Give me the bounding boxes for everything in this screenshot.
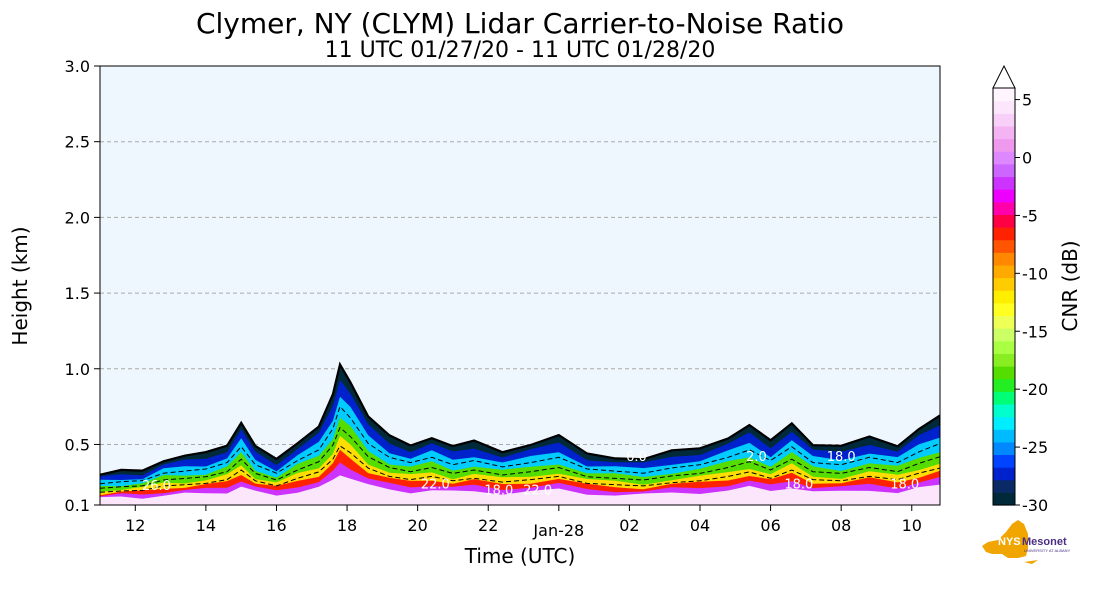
colorbar-tick-label: -25 bbox=[1022, 438, 1048, 457]
y-tick-label: 2.5 bbox=[65, 133, 90, 152]
x-tick-label: 16 bbox=[266, 516, 286, 535]
x-tick-label: 12 bbox=[125, 516, 145, 535]
y-tick-label: 1.5 bbox=[65, 284, 90, 303]
plot-area bbox=[100, 66, 940, 505]
colorbar-tick-label: -30 bbox=[1022, 496, 1048, 515]
contour-label: 22.0 bbox=[421, 477, 450, 492]
logo-brand: Mesonet bbox=[1022, 536, 1067, 548]
colorbar-segment bbox=[993, 340, 1015, 354]
colorbar-segment bbox=[993, 227, 1015, 241]
colorbar-segment bbox=[993, 138, 1015, 152]
x-tick-label: 06 bbox=[760, 516, 780, 535]
y-tick-label: 0.1 bbox=[65, 496, 90, 515]
colorbar-tick-label: -15 bbox=[1022, 322, 1048, 341]
x-tick-label: Jan-28 bbox=[532, 521, 584, 540]
y-axis: 0.1 0.5 1.0 1.5 2.0 2.5 3.0 bbox=[65, 57, 100, 515]
colorbar-segment bbox=[993, 113, 1015, 127]
colorbar-frame bbox=[992, 87, 1016, 506]
colorbar-segment bbox=[993, 125, 1015, 140]
y-tick-label: 1.0 bbox=[65, 360, 90, 379]
plot-frame bbox=[99, 65, 941, 506]
chart-subtitle: 11 UTC 01/27/20 - 11 UTC 01/28/20 bbox=[325, 38, 716, 63]
cnr-contour-line bbox=[100, 405, 940, 485]
colorbar-segment bbox=[993, 290, 1015, 304]
colorbar-segment bbox=[993, 441, 1015, 456]
colorbar-tick-label: -10 bbox=[1022, 264, 1048, 283]
x-tick-label: 10 bbox=[902, 516, 922, 535]
x-tick-label: 20 bbox=[407, 516, 427, 535]
colorbar-tick-label: 0 bbox=[1022, 149, 1032, 168]
colorbar-segment bbox=[993, 189, 1015, 203]
colorbar-tick-label: -20 bbox=[1022, 380, 1048, 399]
colorbar-label: CNR (dB) bbox=[1058, 240, 1082, 331]
colorbar: 5 0 -5 -10 -15 -20 -25 -30 bbox=[992, 64, 1048, 515]
colorbar-segment bbox=[993, 315, 1015, 329]
colorbar-tick-label: -5 bbox=[1022, 206, 1038, 225]
colorbar-segment bbox=[993, 163, 1015, 178]
colorbar-segment bbox=[993, 214, 1015, 228]
y-tick-label: 3.0 bbox=[65, 57, 90, 76]
contour-label: 18.0 bbox=[484, 483, 513, 498]
x-axis: 12 14 16 18 20 22 Jan-28 02 04 06 08 10 bbox=[125, 505, 922, 540]
colorbar-segment bbox=[993, 302, 1015, 317]
colorbar-segment bbox=[993, 429, 1015, 443]
colorbar-segment bbox=[993, 100, 1015, 114]
cnr-layer-4 bbox=[100, 475, 940, 505]
contour-label: 6.0 bbox=[626, 450, 647, 465]
y-tick-label: 2.0 bbox=[65, 208, 90, 227]
x-tick-label: 02 bbox=[619, 516, 639, 535]
colorbar-segment bbox=[993, 492, 1015, 506]
contour-label: 2.0 bbox=[746, 450, 767, 465]
colorbar-segment bbox=[993, 252, 1015, 266]
x-axis-label: Time (UTC) bbox=[464, 544, 576, 568]
colorbar-segment bbox=[993, 353, 1015, 367]
colorbar-extend-arrow bbox=[992, 64, 1016, 89]
colorbar-tick-label: 5 bbox=[1022, 91, 1032, 110]
colorbar-segment bbox=[993, 403, 1015, 418]
colorbar-segment bbox=[993, 151, 1015, 165]
colorbar-segment bbox=[993, 454, 1015, 468]
y-axis-label: Height (km) bbox=[8, 226, 32, 345]
colorbar-segment bbox=[993, 479, 1015, 493]
x-tick-label: 18 bbox=[337, 516, 357, 535]
logo-prefix: NYS bbox=[998, 536, 1021, 548]
colorbar-segment bbox=[993, 239, 1015, 253]
cnr-contour-line bbox=[100, 445, 940, 493]
colorbar-segment bbox=[993, 176, 1015, 190]
colorbar-segment bbox=[993, 277, 1015, 291]
y-tick-label: 0.5 bbox=[65, 435, 90, 454]
contour-label: 22.0 bbox=[523, 483, 552, 498]
x-tick-label: 04 bbox=[690, 516, 710, 535]
cnr-contour-line bbox=[100, 426, 940, 489]
cnr-field: 26.0 22.0 18.0 22.0 6.0 2.0 18.0 18.0 18.0 bbox=[100, 361, 940, 505]
colorbar-segment bbox=[993, 201, 1015, 215]
x-tick-label: 22 bbox=[478, 516, 498, 535]
contour-label: 18.0 bbox=[784, 477, 813, 492]
colorbar-segment bbox=[993, 416, 1015, 430]
colorbar-segment bbox=[993, 391, 1015, 405]
colorbar-segment bbox=[993, 378, 1015, 392]
chart-title: Clymer, NY (CLYM) Lidar Carrier-to-Noise… bbox=[196, 7, 844, 40]
colorbar-segment bbox=[993, 467, 1015, 481]
nys-mesonet-logo: NYS Mesonet UNIVERSITY AT ALBANY bbox=[978, 518, 1080, 568]
logo-tagline: UNIVERSITY AT ALBANY bbox=[1024, 548, 1071, 553]
colorbar-segment bbox=[993, 328, 1015, 342]
contour-label: 18.0 bbox=[890, 477, 919, 492]
contour-label: 26.0 bbox=[142, 479, 171, 494]
colorbar-segment bbox=[993, 88, 1015, 102]
contour-label: 18.0 bbox=[827, 450, 856, 465]
colorbar-segment bbox=[993, 264, 1015, 279]
colorbar-segment bbox=[993, 366, 1015, 380]
x-tick-label: 08 bbox=[831, 516, 851, 535]
x-tick-label: 14 bbox=[196, 516, 216, 535]
